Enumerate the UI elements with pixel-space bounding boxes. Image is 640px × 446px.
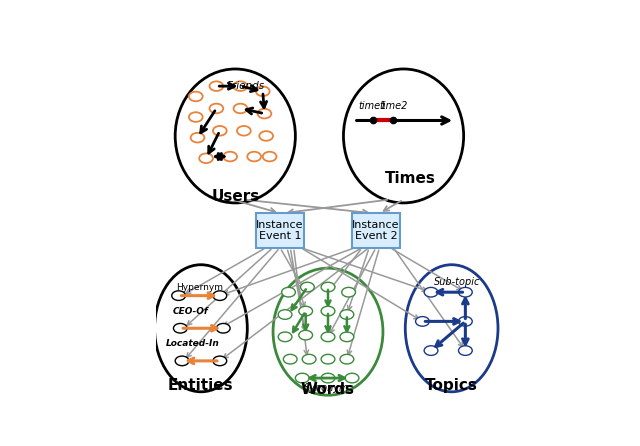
Ellipse shape [415,317,429,326]
Ellipse shape [223,152,237,161]
Text: Instance
Event 2: Instance Event 2 [353,219,400,241]
Ellipse shape [321,306,335,316]
Ellipse shape [257,109,271,119]
Text: Synonym: Synonym [305,383,350,392]
Text: Times: Times [385,171,436,186]
FancyBboxPatch shape [352,213,400,248]
Ellipse shape [259,131,273,141]
Ellipse shape [173,323,187,333]
Text: time2: time2 [379,102,408,112]
Ellipse shape [263,152,276,161]
Ellipse shape [209,103,223,113]
Ellipse shape [199,153,213,163]
Ellipse shape [284,355,297,364]
Text: Sub-topic: Sub-topic [433,277,480,287]
Ellipse shape [301,282,314,292]
Text: Users: Users [211,189,259,203]
Text: Located-In: Located-In [166,339,220,348]
Ellipse shape [234,81,247,91]
FancyBboxPatch shape [256,213,304,248]
Ellipse shape [191,133,204,142]
Text: Friends: Friends [227,81,265,91]
Ellipse shape [340,310,354,319]
Ellipse shape [216,323,230,333]
Ellipse shape [344,69,463,203]
Ellipse shape [424,287,438,297]
Ellipse shape [302,355,316,364]
Ellipse shape [458,317,472,326]
Ellipse shape [234,103,247,113]
Ellipse shape [458,346,472,355]
Text: Words: Words [301,382,355,397]
Text: CEO-Of: CEO-Of [173,307,209,316]
Ellipse shape [278,310,292,319]
Ellipse shape [213,126,227,136]
Ellipse shape [405,265,498,392]
Ellipse shape [175,69,296,203]
Ellipse shape [189,112,203,122]
Ellipse shape [278,332,292,342]
Ellipse shape [172,291,186,301]
Ellipse shape [321,282,335,292]
Ellipse shape [342,287,355,297]
Text: time1: time1 [358,102,387,112]
Ellipse shape [321,355,335,364]
Ellipse shape [340,332,354,342]
Text: Topics: Topics [425,379,478,393]
Ellipse shape [247,152,261,161]
Ellipse shape [321,373,335,383]
Ellipse shape [175,356,189,366]
Ellipse shape [189,91,203,101]
Ellipse shape [299,330,312,340]
Ellipse shape [209,81,223,91]
Text: Hypernym: Hypernym [176,283,223,292]
Ellipse shape [237,126,251,136]
Ellipse shape [321,332,335,342]
Ellipse shape [296,373,309,383]
Text: Instance
Event 1: Instance Event 1 [256,219,303,241]
Ellipse shape [155,265,247,392]
Ellipse shape [282,287,296,297]
Ellipse shape [299,306,312,316]
Ellipse shape [424,346,438,355]
Ellipse shape [256,87,269,96]
Ellipse shape [458,287,472,297]
Ellipse shape [213,356,227,366]
Text: Entities: Entities [168,379,234,393]
Ellipse shape [340,355,354,364]
Ellipse shape [213,291,227,301]
Ellipse shape [345,373,359,383]
Ellipse shape [273,268,383,395]
